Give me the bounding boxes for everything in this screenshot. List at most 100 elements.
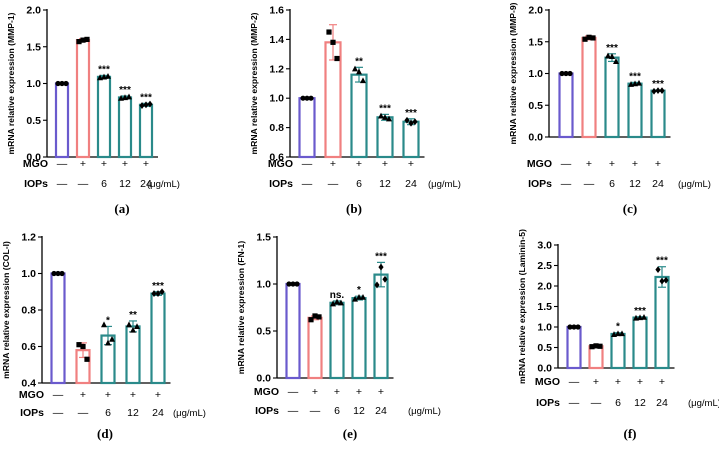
y-tick-label: 0.5 bbox=[537, 342, 552, 354]
data-point bbox=[659, 87, 665, 95]
data-point bbox=[59, 270, 65, 277]
bar bbox=[654, 275, 670, 370]
data-point bbox=[382, 114, 388, 120]
iops-row-value: 24 bbox=[652, 178, 664, 190]
data-point bbox=[655, 266, 661, 273]
y-tick-label: 1.5 bbox=[528, 36, 543, 48]
significance-label: *** bbox=[152, 281, 164, 292]
iops-row-value: — bbox=[53, 407, 64, 419]
data-point bbox=[338, 299, 344, 306]
y-tick-label: 1.0 bbox=[537, 322, 552, 334]
data-point bbox=[593, 343, 599, 349]
y-axis-label: mRNA relative expression (COL-I) bbox=[1, 241, 11, 379]
y-tick-label: 0.5 bbox=[26, 115, 41, 127]
mgo-row-value: + bbox=[637, 376, 643, 388]
mgo-row-value: + bbox=[122, 158, 128, 170]
data-point bbox=[312, 313, 318, 319]
data-point bbox=[308, 317, 314, 323]
data-point bbox=[563, 70, 569, 77]
iops-row-value: 12 bbox=[634, 397, 646, 409]
data-point bbox=[334, 55, 340, 62]
significance-label: ** bbox=[129, 310, 137, 321]
significance-label: *** bbox=[606, 43, 618, 54]
significance-label: ns. bbox=[330, 290, 345, 301]
significance-label: *** bbox=[634, 306, 646, 317]
panel-label: (c) bbox=[623, 201, 637, 216]
bar bbox=[96, 75, 112, 159]
data-point bbox=[126, 321, 132, 328]
bar bbox=[650, 89, 666, 139]
y-tick-label: 1.0 bbox=[21, 268, 36, 280]
data-point bbox=[55, 80, 61, 87]
y-axis-label: mRNA relative expression (MMP-2) bbox=[249, 12, 259, 154]
data-point bbox=[651, 87, 657, 95]
panel-label: (f) bbox=[624, 426, 637, 441]
mgo-row-value: — bbox=[561, 158, 572, 170]
y-axis-label: mRNA relative expression (MMP-9) bbox=[508, 2, 518, 144]
data-point bbox=[330, 300, 336, 307]
y-tick-label: 1.5 bbox=[537, 301, 552, 313]
iops-row-value: 24 bbox=[152, 407, 164, 419]
y-tick-label: 0.0 bbox=[26, 152, 41, 164]
data-point bbox=[126, 93, 132, 100]
data-point bbox=[326, 29, 332, 35]
panel-label: (e) bbox=[343, 426, 357, 441]
mgo-row-value: + bbox=[593, 376, 599, 388]
significance-label: *** bbox=[656, 256, 668, 267]
mgo-row-value: — bbox=[569, 376, 580, 388]
y-tick-label: 0.8 bbox=[21, 305, 36, 317]
iops-row-value: 6 bbox=[609, 178, 615, 190]
y-tick-label: 1.0 bbox=[256, 279, 271, 291]
data-point bbox=[316, 314, 322, 320]
data-point bbox=[637, 314, 643, 321]
data-point bbox=[605, 52, 611, 59]
data-point bbox=[59, 80, 65, 87]
iops-row-value: 12 bbox=[629, 178, 641, 190]
significance-label: * bbox=[616, 322, 620, 333]
chart-panel: 0.0 0.5 1.0 1.5 2.0 2.5 3.0 mRNA relative expre… bbox=[517, 229, 719, 441]
iops-row-value: 12 bbox=[119, 178, 131, 190]
data-point bbox=[374, 281, 380, 289]
mgo-row-value: + bbox=[378, 386, 384, 398]
mgo-row-value: + bbox=[356, 158, 362, 170]
data-point bbox=[404, 116, 410, 124]
mgo-row-value: + bbox=[615, 376, 621, 388]
data-point bbox=[378, 112, 384, 119]
data-point bbox=[636, 79, 642, 86]
data-point bbox=[109, 336, 115, 342]
mgo-row-label: MGO bbox=[268, 158, 293, 170]
chart-panel: 0.0 0.5 1.0 1.5 mRNA relative expression (FN… bbox=[236, 232, 441, 442]
significance-label: *** bbox=[140, 92, 152, 103]
y-axis-label: mRNA relative expression (FN-1) bbox=[236, 241, 246, 375]
data-point bbox=[408, 119, 414, 127]
unit-label: (μg/mL) bbox=[678, 179, 711, 190]
unit-label: (μg/mL) bbox=[147, 179, 180, 190]
data-point bbox=[308, 95, 314, 101]
unit-label: (μg/mL) bbox=[688, 398, 719, 409]
y-tick-label: 0.6 bbox=[21, 341, 36, 353]
y-tick-label: 0.0 bbox=[537, 363, 552, 375]
y-tick-label: 3.0 bbox=[537, 240, 552, 252]
iops-row-value: — bbox=[78, 407, 89, 419]
data-point bbox=[101, 321, 107, 328]
bar bbox=[610, 332, 626, 370]
bar bbox=[627, 82, 643, 139]
y-tick-label: 0.0 bbox=[528, 132, 543, 144]
data-point bbox=[147, 100, 153, 108]
iops-row-value: 12 bbox=[353, 405, 365, 417]
y-tick-label: 2.0 bbox=[528, 5, 543, 17]
data-point bbox=[130, 326, 136, 333]
significance-label: *** bbox=[629, 71, 641, 82]
mgo-row-value: + bbox=[586, 158, 592, 170]
data-point bbox=[613, 58, 619, 65]
data-point bbox=[159, 288, 165, 296]
unit-label: (μg/mL) bbox=[173, 408, 206, 419]
data-point bbox=[586, 34, 592, 40]
significance-label: *** bbox=[375, 251, 387, 262]
y-tick-label: 2.0 bbox=[537, 281, 552, 293]
y-tick-label: 2.0 bbox=[26, 5, 41, 17]
y-tick-label: 1.4 bbox=[269, 34, 284, 46]
mgo-row-value: + bbox=[356, 386, 362, 398]
mgo-row-label: MGO bbox=[19, 389, 44, 401]
iops-row-value: 12 bbox=[379, 178, 391, 190]
